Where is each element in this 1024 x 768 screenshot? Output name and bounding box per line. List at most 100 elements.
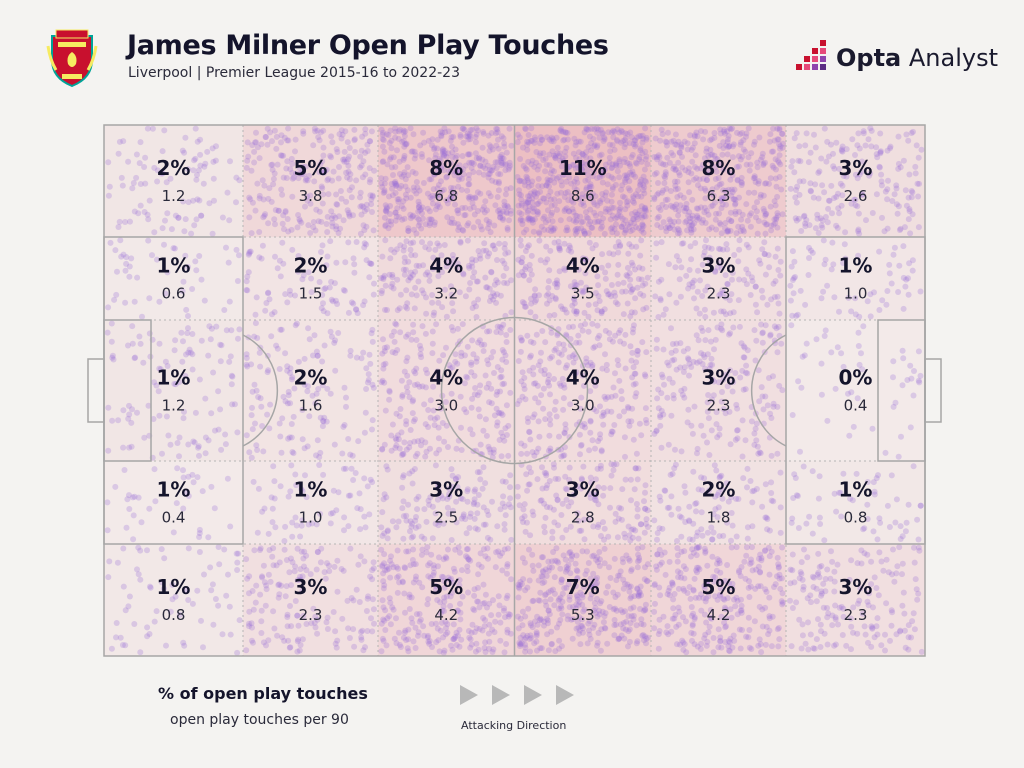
touch-dot	[642, 206, 649, 213]
touch-dot	[197, 151, 204, 158]
touch-dot	[244, 139, 251, 146]
touch-dot	[777, 143, 784, 150]
touch-dot	[411, 305, 418, 312]
touch-dot	[879, 214, 885, 221]
touch-dot	[280, 212, 287, 219]
touch-dot	[159, 225, 166, 232]
touch-dot	[842, 229, 849, 236]
touch-dot	[328, 510, 334, 517]
touch-dot	[737, 141, 744, 148]
touch-dot	[442, 399, 449, 405]
touch-dot	[326, 568, 333, 575]
touch-dot	[353, 306, 359, 313]
touch-dot	[801, 213, 807, 220]
touch-dot	[119, 182, 126, 189]
touch-dot	[382, 282, 389, 289]
touch-dot	[413, 230, 420, 237]
touch-dot	[532, 380, 539, 387]
touch-dot	[550, 226, 557, 233]
touch-dot	[362, 149, 369, 156]
touch-dot	[835, 190, 841, 197]
touch-dot	[295, 212, 302, 218]
touch-dot	[287, 603, 293, 609]
touch-dot	[357, 194, 363, 201]
touch-dot	[234, 567, 241, 573]
touch-dot	[323, 262, 330, 269]
touch-dot	[728, 192, 735, 199]
touch-dot	[407, 528, 413, 535]
touch-dot	[397, 329, 404, 336]
touch-dot	[501, 143, 508, 150]
touch-dot	[244, 157, 251, 164]
touch-dot	[536, 152, 543, 159]
touch-dot	[465, 176, 472, 183]
touch-dot	[303, 552, 310, 559]
touch-dot	[123, 524, 130, 531]
touch-dot	[362, 644, 368, 651]
touch-dot	[407, 427, 414, 433]
touch-dot	[807, 149, 814, 156]
page-title: James Milner Open Play Touches	[127, 30, 609, 61]
touch-dot	[658, 239, 665, 246]
touch-dot	[397, 126, 404, 133]
touch-dot	[480, 247, 487, 254]
opta-analyst-logo-icon	[796, 40, 826, 70]
touch-dot	[692, 152, 699, 159]
touch-dot	[717, 130, 724, 137]
touch-dot	[226, 298, 233, 305]
touch-dot	[676, 257, 683, 264]
touch-dot	[825, 153, 832, 160]
touch-dot	[633, 465, 639, 472]
touch-dot	[210, 369, 217, 376]
touch-dot	[191, 222, 198, 229]
touch-dot	[522, 264, 529, 270]
touch-dot	[819, 224, 826, 231]
touch-dot	[893, 201, 900, 208]
touch-dot	[353, 306, 360, 313]
touch-dot	[535, 562, 542, 569]
touch-dot	[581, 382, 587, 389]
touch-dot	[675, 159, 682, 166]
touch-dot	[560, 395, 567, 402]
touch-dot	[721, 130, 728, 137]
touch-dot	[722, 294, 729, 301]
touch-dot	[543, 292, 550, 299]
touch-dot	[455, 227, 462, 233]
touch-dot	[687, 132, 694, 139]
touch-dot	[471, 211, 478, 218]
heatmap-cell	[651, 237, 786, 320]
touch-dot	[492, 618, 499, 625]
touch-dot	[673, 166, 679, 173]
touch-dot	[761, 251, 768, 257]
touch-dot	[135, 210, 142, 217]
touch-dot	[294, 545, 301, 552]
touch-dot	[588, 183, 595, 190]
touch-dot	[595, 438, 602, 445]
touch-dot	[592, 301, 599, 308]
touch-dot	[680, 194, 687, 201]
touch-dot	[108, 645, 115, 652]
touch-dot	[575, 225, 581, 232]
touch-dot	[448, 184, 454, 191]
touch-dot	[421, 506, 428, 513]
touch-dot	[637, 252, 644, 259]
touch-dot	[159, 450, 165, 457]
touch-dot	[684, 146, 691, 153]
touch-dot	[545, 285, 552, 291]
touch-dot	[431, 416, 438, 423]
touch-dot	[435, 182, 442, 188]
touch-dot	[583, 149, 590, 156]
touch-dot	[479, 206, 486, 213]
touch-dot	[797, 448, 803, 455]
touch-dot	[422, 366, 429, 373]
touch-dot	[776, 382, 783, 389]
touch-dot	[556, 350, 563, 356]
heatmap-cell	[378, 544, 515, 656]
touch-dot	[587, 155, 594, 162]
touch-dot	[755, 180, 762, 187]
touch-dot	[554, 206, 560, 213]
touch-dot	[525, 132, 532, 138]
touch-dot	[587, 429, 594, 436]
touch-dot	[414, 214, 420, 221]
touch-dot	[466, 131, 473, 138]
